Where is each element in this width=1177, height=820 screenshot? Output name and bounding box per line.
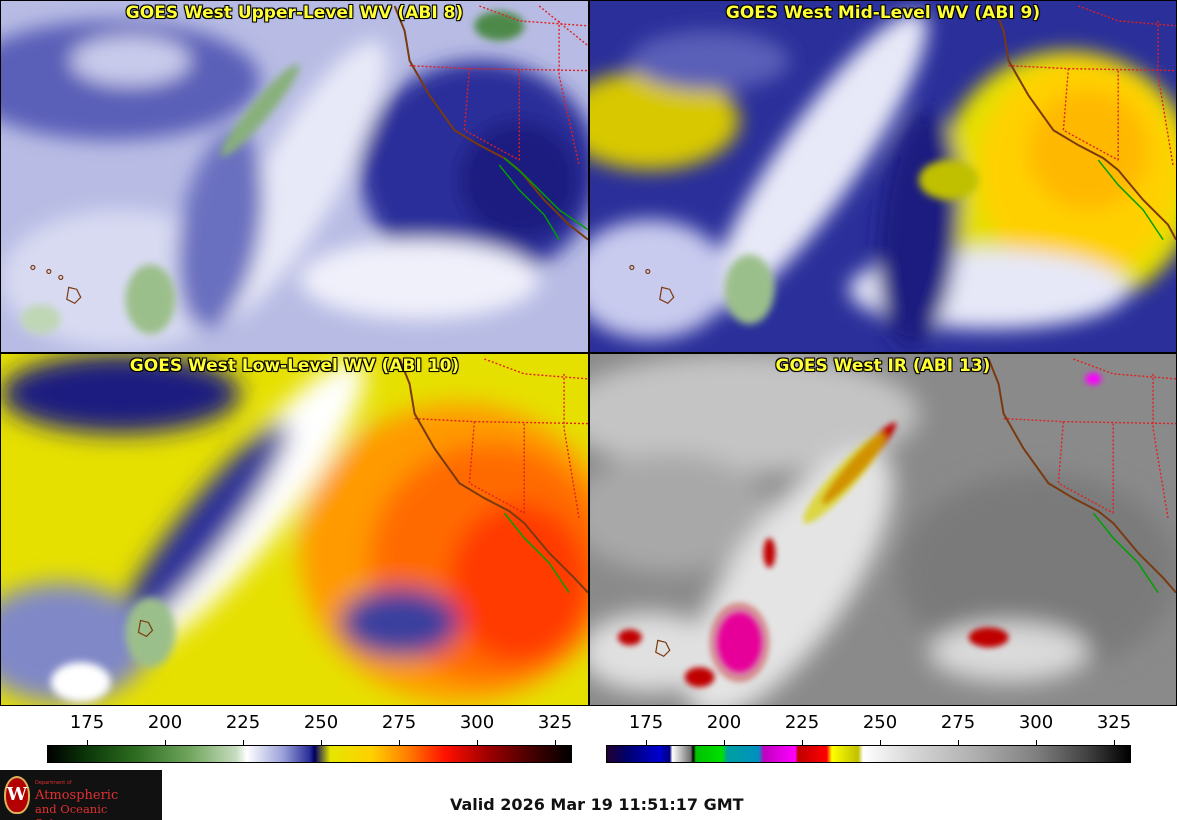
wv-tick-mark <box>399 740 400 745</box>
ir-tick-mark <box>1114 740 1115 745</box>
wv-tick-label: 175 <box>69 712 105 733</box>
valid-time: Valid 2026 Mar 19 11:51:17 GMT <box>450 795 744 814</box>
ir-tick-label: 325 <box>1096 712 1132 733</box>
panel-upper-level-wv: GOES West Upper-Level WV (ABI 8) <box>0 0 589 353</box>
panel-ir: GOES West IR (ABI 13) <box>589 353 1177 706</box>
aos-logo[interactable]: W Department of Atmospheric and Oceanic … <box>0 770 162 820</box>
ir-tick-label: 275 <box>940 712 976 733</box>
wv-tick-mark <box>321 740 322 745</box>
panel-mid-level-wv: GOES West Mid-Level WV (ABI 9) <box>589 0 1177 353</box>
uw-crest-icon: W <box>4 776 30 814</box>
ir-tick-mark <box>802 740 803 745</box>
ir-tick-label: 200 <box>706 712 742 733</box>
wv-tick-mark <box>555 740 556 745</box>
wv-tick-mark <box>87 740 88 745</box>
ir-tick-label: 300 <box>1018 712 1054 733</box>
panel-title: GOES West IR (ABI 13) <box>775 356 991 376</box>
ir-tick-label: 175 <box>628 712 664 733</box>
wv-tick-label: 275 <box>381 712 417 733</box>
wv-color-bar <box>47 745 572 763</box>
wv-tick-label: 325 <box>537 712 573 733</box>
panel-title: GOES West Mid-Level WV (ABI 9) <box>725 3 1041 23</box>
ir-tick-mark <box>958 740 959 745</box>
wv-color-scale: 175 200 225 250 275 300 325 <box>47 712 572 772</box>
ir-tick-mark <box>880 740 881 745</box>
wv-tick-label: 200 <box>147 712 183 733</box>
ir-tick-mark <box>1036 740 1037 745</box>
logo-dept-text: Department of <box>35 780 72 786</box>
wv-tick-mark <box>243 740 244 745</box>
wv-tick-label: 250 <box>303 712 339 733</box>
low-level-wv-image <box>1 354 588 705</box>
logo-line-2: and Oceanic Sciences <box>35 802 108 820</box>
wv-tick-mark <box>165 740 166 745</box>
ir-tick-label: 225 <box>784 712 820 733</box>
wv-tick-mark <box>477 740 478 745</box>
upper-level-wv-image <box>1 1 588 352</box>
wv-tick-label: 225 <box>225 712 261 733</box>
mid-level-wv-image <box>590 1 1176 352</box>
ir-image <box>590 354 1176 705</box>
ir-tick-mark <box>724 740 725 745</box>
wv-tick-label: 300 <box>459 712 495 733</box>
ir-tick-label: 250 <box>862 712 898 733</box>
ir-color-scale: 175 200 225 250 275 300 325 <box>606 712 1131 772</box>
ir-tick-mark <box>646 740 647 745</box>
panel-title: GOES West Low-Level WV (ABI 10) <box>129 356 460 376</box>
logo-line-1: Atmospheric <box>35 788 119 803</box>
panel-title: GOES West Upper-Level WV (ABI 8) <box>125 3 464 23</box>
ir-color-bar <box>606 745 1131 763</box>
panel-low-level-wv: GOES West Low-Level WV (ABI 10) <box>0 353 589 706</box>
